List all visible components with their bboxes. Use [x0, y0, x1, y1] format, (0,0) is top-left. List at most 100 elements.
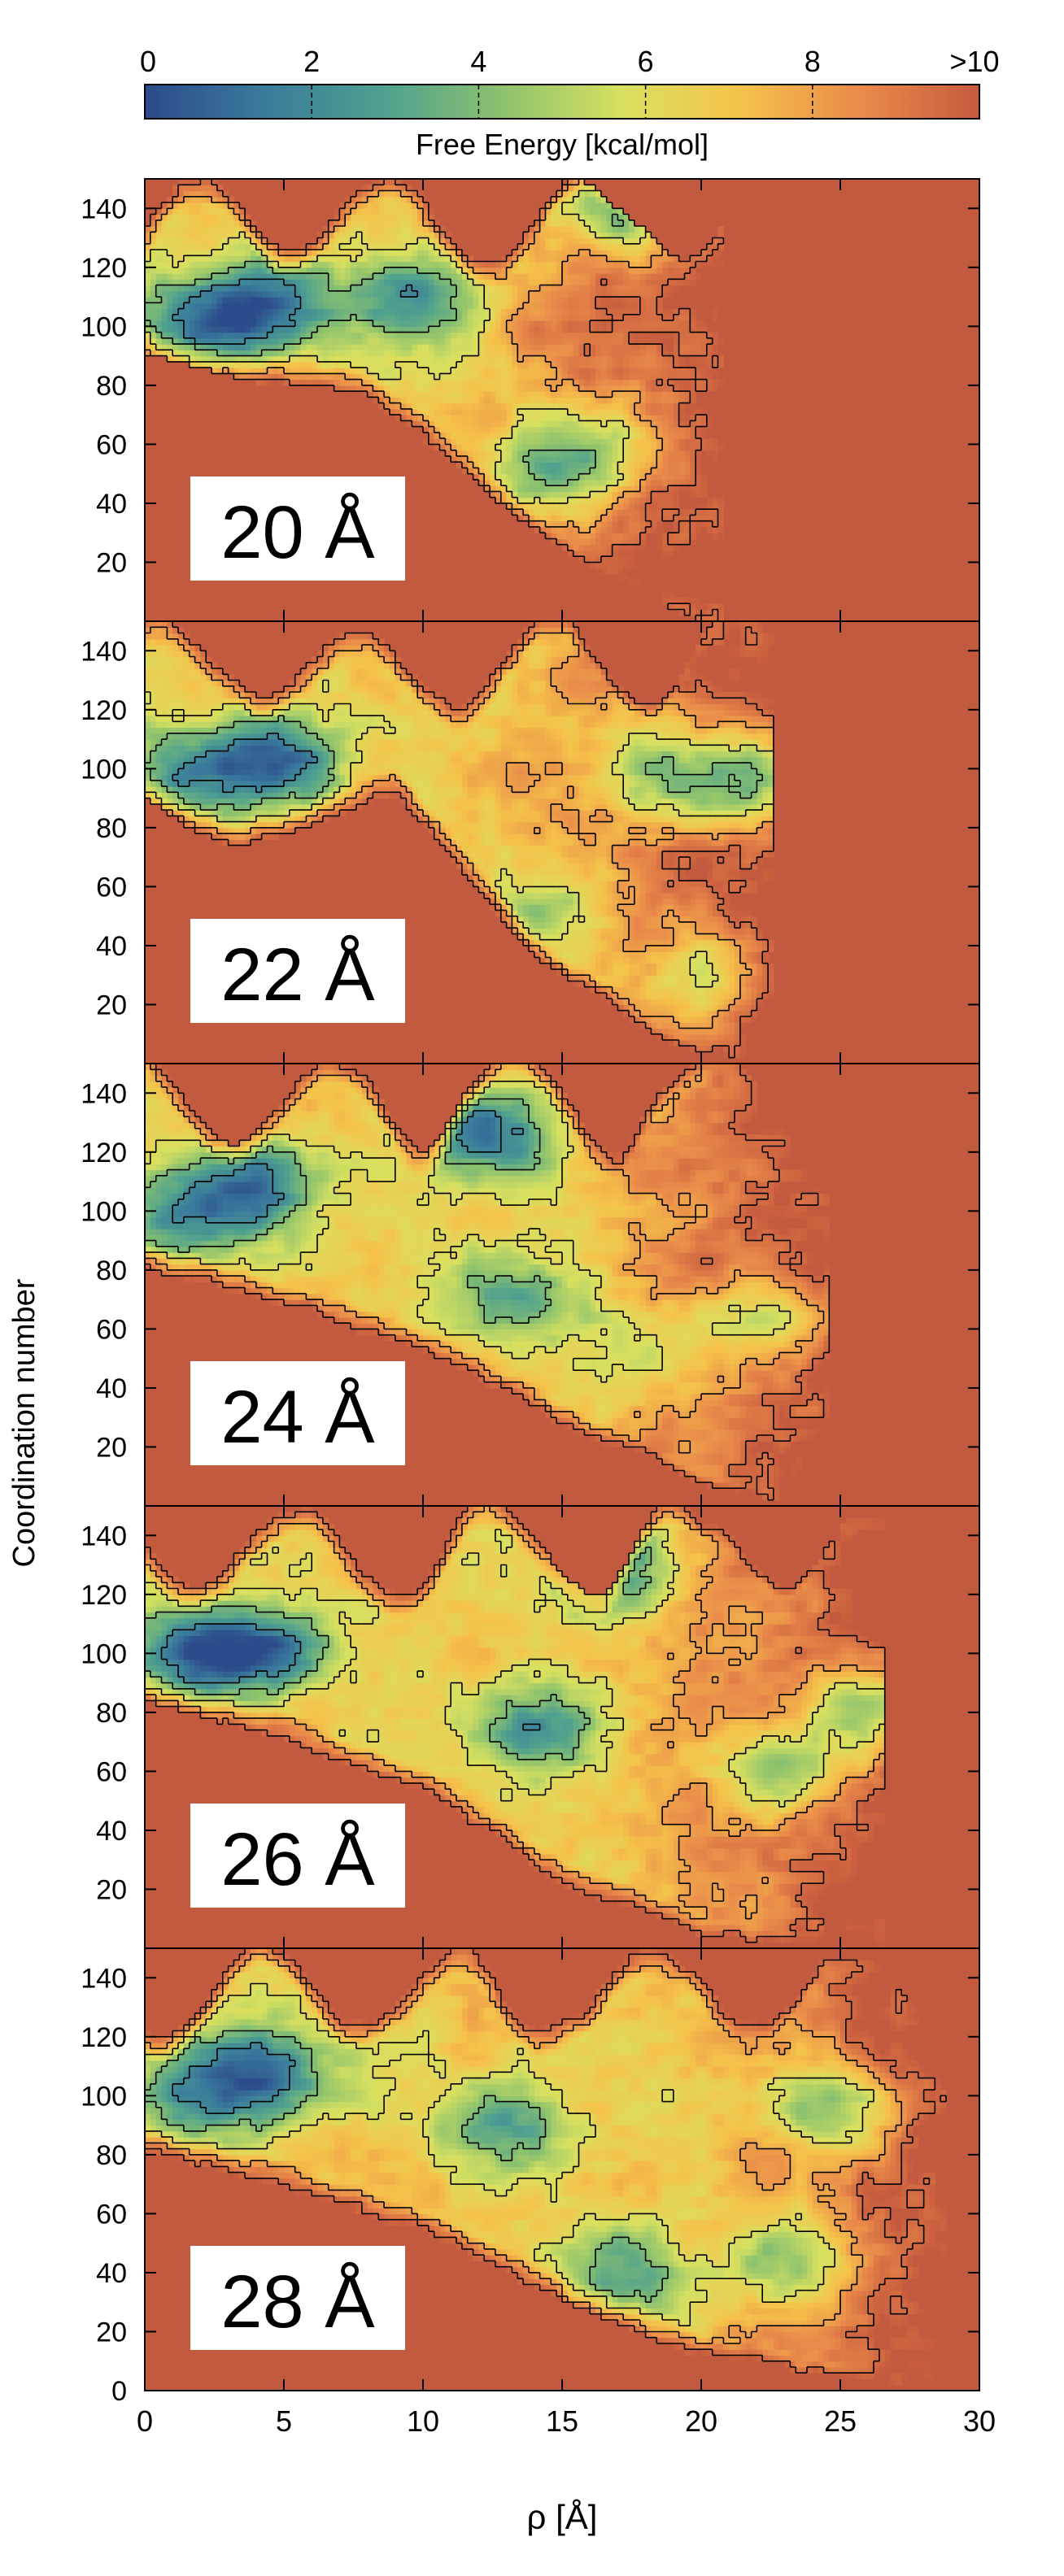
heatmap-cell [473, 267, 479, 274]
heatmap-cell [567, 243, 574, 250]
heatmap-cell [595, 190, 602, 198]
heatmap-cell [367, 314, 374, 321]
heatmap-cell [161, 243, 168, 250]
heatmap-cell [678, 939, 686, 946]
heatmap-cell [300, 273, 307, 280]
heatmap-cell [189, 208, 196, 215]
heatmap-cell [434, 250, 441, 256]
heatmap-cell [361, 237, 368, 245]
heatmap-cell [400, 415, 408, 421]
heatmap-cell [445, 297, 451, 303]
heatmap-cell [328, 368, 335, 374]
heatmap-cell [612, 243, 618, 250]
heatmap-cell [551, 368, 557, 374]
heatmap-cell [696, 928, 702, 935]
heatmap-cell [512, 255, 518, 263]
heatmap-cell [639, 473, 647, 481]
heatmap-cell [255, 279, 263, 286]
heatmap-cell [578, 273, 585, 280]
heatmap-cell [189, 302, 196, 310]
heatmap-cell [373, 285, 379, 292]
heatmap-cell [545, 237, 552, 245]
heatmap-cell [673, 509, 680, 516]
heatmap-cell [539, 491, 547, 498]
heatmap-cell [216, 261, 224, 268]
heatmap-cell [684, 438, 691, 445]
heatmap-cell [612, 432, 618, 439]
heatmap-cell [155, 290, 163, 298]
heatmap-cell [395, 308, 402, 315]
heatmap-cell [573, 250, 580, 256]
heatmap-cell [584, 297, 591, 303]
heatmap-cell [312, 368, 318, 374]
heatmap-cell [556, 297, 563, 303]
heatmap-cell [762, 939, 769, 946]
heatmap-cell [506, 267, 513, 274]
heatmap-cell [723, 928, 730, 935]
heatmap-cell [255, 308, 263, 315]
heatmap-cell [467, 290, 474, 298]
heatmap-cell [578, 308, 585, 315]
heatmap-cell [478, 455, 485, 463]
heatmap-cell [534, 308, 541, 315]
heatmap-cell [645, 951, 652, 959]
heatmap-cell [629, 945, 635, 952]
heatmap-cell [351, 332, 357, 339]
heatmap-cell [712, 444, 719, 451]
heatmap-cell [578, 963, 585, 970]
heatmap-cell [355, 344, 363, 350]
heatmap-cell [294, 250, 302, 256]
heatmap-cell [528, 237, 535, 245]
heatmap-cell [233, 285, 240, 292]
heatmap-cell [606, 250, 613, 256]
heatmap-cell [717, 957, 724, 964]
heatmap-cell [623, 426, 630, 433]
heatmap-cell [384, 379, 390, 386]
heatmap-cell [373, 391, 379, 398]
heatmap-cell [255, 255, 263, 263]
heatmap-cell [690, 397, 696, 404]
heatmap-cell [590, 267, 596, 274]
heatmap-cell [172, 326, 179, 333]
heatmap-cell [634, 485, 641, 493]
heatmap-cell [395, 285, 402, 292]
heatmap-cell [584, 226, 591, 233]
heatmap-cell [517, 479, 524, 486]
heatmap-cell [612, 538, 618, 546]
heatmap-cell [751, 1016, 757, 1023]
heatmap-cell [673, 957, 680, 964]
heatmap-cell [373, 255, 379, 263]
heatmap-cell [228, 350, 235, 357]
heatmap-cell [617, 462, 624, 469]
heatmap-cell [539, 391, 547, 398]
heatmap-cell [595, 397, 602, 404]
heatmap-cell [551, 485, 557, 493]
heatmap-cell [745, 945, 752, 952]
heatmap-cell [245, 326, 251, 333]
heatmap-cell [145, 243, 151, 250]
heatmap-cell [300, 267, 307, 274]
heatmap-cell [384, 243, 390, 250]
heatmap-cell [690, 455, 696, 463]
heatmap-cell [578, 361, 585, 368]
heatmap-cell [395, 350, 402, 357]
heatmap-cell [739, 939, 747, 946]
heatmap-cell [245, 232, 251, 239]
heatmap-cell [206, 297, 212, 303]
heatmap-cell [584, 208, 591, 215]
heatmap-cell [417, 297, 424, 303]
heatmap-cell [222, 226, 229, 233]
heatmap-cell [639, 455, 647, 463]
heatmap-cell [712, 939, 719, 946]
heatmap-cell [534, 243, 541, 250]
heatmap-cell [345, 314, 351, 321]
heatmap-cell [645, 232, 652, 239]
heatmap-cell [739, 1033, 747, 1041]
heatmap-cell [289, 308, 296, 315]
heatmap-cell [545, 515, 552, 522]
heatmap-cell [467, 273, 474, 280]
heatmap-cell [167, 250, 173, 256]
heatmap-cell [551, 350, 557, 357]
heatmap-cell [395, 290, 402, 298]
heatmap-cell [573, 373, 580, 381]
